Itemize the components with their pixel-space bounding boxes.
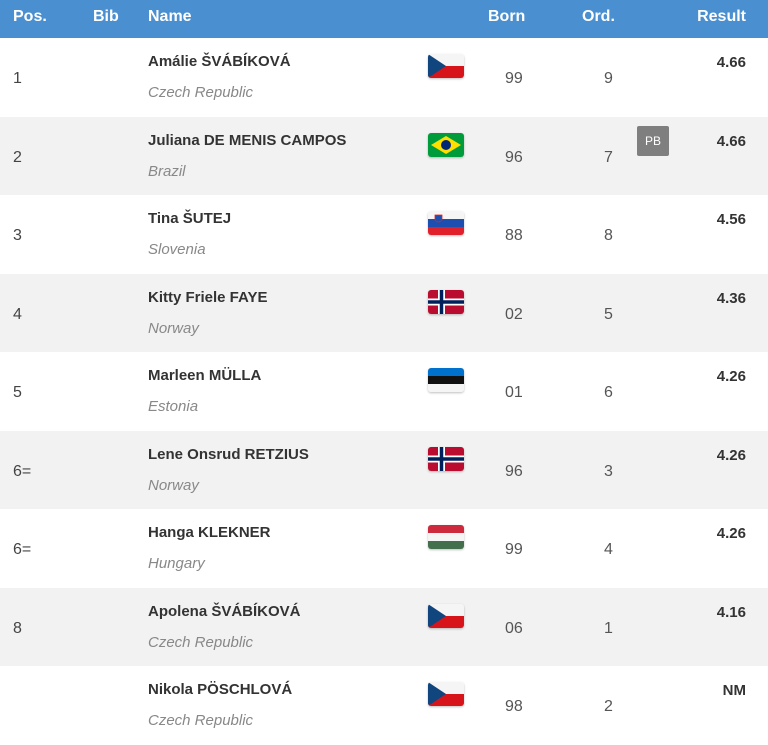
row-position: 3 <box>13 227 22 244</box>
table-row: 2 Juliana DE MENIS CAMPOS Brazil 96 7 PB 4.66 <box>0 116 768 195</box>
athlete-order: 2 <box>604 698 613 715</box>
athlete-order: 1 <box>604 619 613 637</box>
estonia-flag-icon <box>428 368 464 392</box>
row-position: 1 <box>13 70 22 87</box>
table-row: 1 Amálie ŠVÁBÍKOVÁ Czech Republic 99 9 4.66 <box>0 38 768 117</box>
row-position: 4 <box>13 305 22 323</box>
header-ord[interactable]: Ord. <box>582 8 615 25</box>
athlete-born: 98 <box>505 698 523 715</box>
czech-flag-icon <box>428 603 464 628</box>
athlete-name-link[interactable]: Tina ŠUTEJ <box>148 210 232 227</box>
row-position: 5 <box>13 384 22 401</box>
athlete-result: 4.26 <box>716 525 746 542</box>
athlete-name-link[interactable]: Marleen MÜLLA <box>148 367 262 384</box>
table-row: 6= Lene Onsrud RETZIUS Norway 96 3 4.26 <box>0 430 768 509</box>
athlete-country: Czech Republic <box>148 633 254 651</box>
slovenia-flag-icon <box>428 211 464 235</box>
athlete-country: Estonia <box>148 398 199 415</box>
athlete-order: 4 <box>604 541 613 558</box>
czech-flag-icon <box>428 54 464 78</box>
athlete-result: 4.66 <box>716 54 746 71</box>
athlete-result: 4.56 <box>716 211 746 228</box>
athlete-order: 3 <box>604 462 613 480</box>
athlete-born: 96 <box>505 148 523 166</box>
row-position: 2 <box>13 148 22 166</box>
row-position: 8 <box>13 619 22 637</box>
athlete-name-link[interactable]: Kitty Friele FAYE <box>148 288 268 306</box>
athlete-born: 06 <box>505 619 523 637</box>
athlete-country: Norway <box>148 476 199 494</box>
athlete-order: 6 <box>604 384 613 401</box>
athlete-name-link[interactable]: Hanga KLEKNER <box>148 524 271 541</box>
table-row: 8 Apolena ŠVÁBÍKOVÁ Czech Republic 06 1 4.16 <box>0 587 768 666</box>
athlete-result: NM <box>722 682 746 699</box>
hungary-flag-icon <box>428 525 464 549</box>
athlete-born: 88 <box>505 227 523 244</box>
table-row: Nikola PÖSCHLOVÁ Czech Republic 98 2 NM <box>0 666 768 745</box>
table-row: 4 Kitty Friele FAYE Norway 02 5 4.36 <box>0 273 768 352</box>
athlete-name-link[interactable]: Nikola PÖSCHLOVÁ <box>148 681 293 698</box>
athlete-order: 7 <box>604 148 613 166</box>
table-row: 5 Marleen MÜLLA Estonia 01 6 4.26 <box>0 352 768 431</box>
header-born[interactable]: Born <box>488 8 526 25</box>
athlete-name-link[interactable]: Lene Onsrud RETZIUS <box>148 445 309 463</box>
athlete-name-link[interactable]: Juliana DE MENIS CAMPOS <box>148 131 347 149</box>
athlete-born: 01 <box>505 384 523 401</box>
personal-best-badge: PB <box>637 125 669 156</box>
athlete-result: 4.66 <box>716 132 746 150</box>
norway-flag-icon <box>428 446 464 471</box>
athlete-order: 5 <box>604 305 613 323</box>
athlete-born: 99 <box>505 70 523 87</box>
header-name[interactable]: Name <box>148 8 192 25</box>
athlete-country: Norway <box>148 319 199 337</box>
athlete-result: 4.16 <box>716 603 746 621</box>
athlete-order: 8 <box>604 227 613 244</box>
athlete-country: Hungary <box>148 555 205 572</box>
athlete-born: 99 <box>505 541 523 558</box>
header-pos[interactable]: Pos. <box>13 8 47 25</box>
row-position: 6= <box>13 541 32 558</box>
athlete-country: Czech Republic <box>148 84 254 101</box>
row-position: 6= <box>13 462 32 480</box>
header-bib[interactable]: Bib <box>93 8 119 25</box>
athlete-name-link[interactable]: Apolena ŠVÁBÍKOVÁ <box>148 602 301 620</box>
athlete-name-link[interactable]: Amálie ŠVÁBÍKOVÁ <box>148 53 291 70</box>
athlete-born: 02 <box>505 305 523 323</box>
athlete-result: 4.26 <box>716 446 746 464</box>
athlete-country: Czech Republic <box>148 712 254 729</box>
athlete-result: 4.36 <box>716 289 746 307</box>
athlete-order: 9 <box>604 70 613 87</box>
athlete-country: Brazil <box>148 162 186 180</box>
table-body: 1 Amálie ŠVÁBÍKOVÁ Czech Republic 99 9 4.66 2 J… <box>0 38 768 745</box>
table-row: 6= Hanga KLEKNER Hungary 99 4 4.26 <box>0 509 768 588</box>
table-row: 3 Tina ŠUTEJ Slovenia 88 8 4.56 <box>0 195 768 274</box>
czech-flag-icon <box>428 682 464 706</box>
table-header: Pos. Bib Name Born Ord. Result <box>0 0 768 38</box>
brazil-flag-icon <box>428 132 464 157</box>
norway-flag-icon <box>428 289 464 314</box>
header-result[interactable]: Result <box>697 8 746 25</box>
athlete-country: Slovenia <box>148 241 206 258</box>
athlete-born: 96 <box>505 462 523 480</box>
athlete-result: 4.26 <box>716 368 746 385</box>
